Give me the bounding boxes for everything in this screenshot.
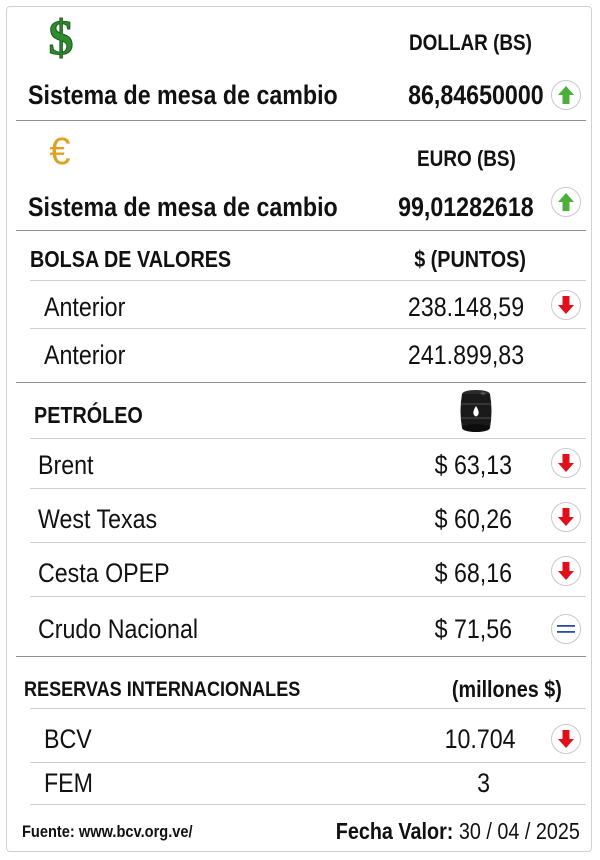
card-frame	[6, 6, 592, 852]
euro-sign-icon: €	[42, 130, 78, 173]
divider	[30, 438, 586, 439]
source-text: Fuente: www.bcv.org.ve/	[22, 822, 193, 841]
petroleo-row-label: Crudo Nacional	[38, 614, 199, 644]
svg-text:€: €	[49, 131, 70, 170]
trend-down-icon	[551, 290, 581, 320]
petroleo-title: PETRÓLEO	[34, 402, 143, 428]
divider	[30, 762, 586, 763]
svg-text:$: $	[49, 10, 74, 60]
divider	[16, 382, 586, 383]
divider	[16, 230, 586, 231]
divider	[30, 280, 586, 281]
dollar-sign-icon: $	[44, 9, 78, 66]
divider	[30, 488, 586, 489]
bolsa-title: BOLSA DE VALORES	[30, 246, 232, 272]
petroleo-row-value: $ 60,26	[434, 504, 512, 534]
trend-equal-icon	[551, 614, 581, 644]
trend-down-icon	[551, 502, 581, 532]
bolsa-row-value: 238.148,59	[407, 292, 524, 322]
petroleo-row-value: $ 71,56	[434, 614, 512, 644]
petroleo-row-label: West Texas	[38, 504, 158, 534]
divider	[16, 120, 586, 121]
dollar-value: 86,84650000	[408, 80, 544, 110]
divider	[30, 804, 586, 805]
euro-header: EURO (BS)	[416, 146, 516, 171]
divider	[30, 328, 586, 329]
reservas-row-value: 10.704	[444, 724, 516, 754]
petroleo-row-label: Cesta OPEP	[38, 558, 170, 588]
petroleo-row-value: $ 68,16	[434, 558, 512, 588]
date-value: 30 / 04 / 2025	[459, 818, 580, 844]
euro-label: Sistema de mesa de cambio	[28, 192, 338, 222]
divider	[30, 596, 586, 597]
reservas-title: RESERVAS INTERNACIONALES	[24, 678, 301, 701]
trend-down-icon	[551, 556, 581, 586]
euro-value: 99,01282618	[398, 192, 534, 222]
trend-up-icon	[551, 80, 581, 110]
oil-barrel-icon	[459, 388, 493, 434]
divider	[30, 542, 586, 543]
reservas-row-label: BCV	[44, 724, 92, 754]
dollar-label: Sistema de mesa de cambio	[28, 80, 338, 110]
petroleo-row-label: Brent	[38, 450, 94, 480]
date-label: Fecha Valor:	[335, 818, 454, 844]
reservas-row-value: 3	[477, 768, 490, 798]
trend-down-icon	[551, 448, 581, 478]
bolsa-row-value: 241.899,83	[407, 340, 524, 370]
trend-up-icon	[551, 187, 581, 217]
reservas-row-label: FEM	[44, 768, 94, 798]
reservas-unit: (millones $)	[452, 676, 562, 702]
divider	[30, 708, 586, 709]
petroleo-row-value: $ 63,13	[434, 450, 512, 480]
bolsa-row-label: Anterior	[44, 340, 126, 370]
dollar-header: DOLLAR (BS)	[408, 30, 532, 55]
divider	[16, 656, 586, 657]
trend-down-icon	[551, 724, 581, 754]
bolsa-unit: $ (PUNTOS)	[414, 246, 526, 272]
bolsa-row-label: Anterior	[44, 292, 126, 322]
